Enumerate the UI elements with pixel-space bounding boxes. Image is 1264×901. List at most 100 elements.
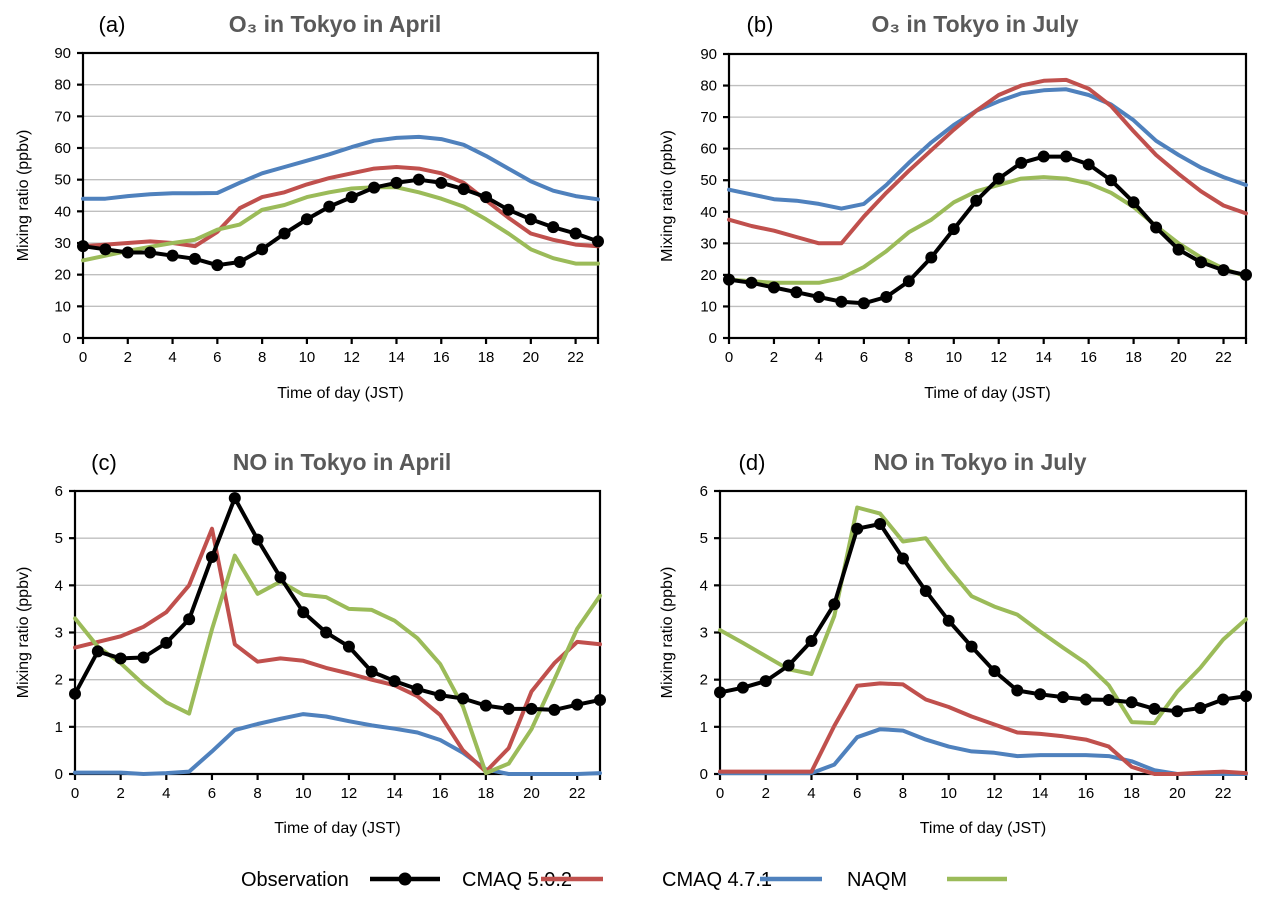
series-line-cmaq-4-7-1 <box>718 727 1248 776</box>
data-point-observation <box>166 249 179 262</box>
y-tick-label: 0 <box>700 766 708 783</box>
data-point-observation <box>278 227 291 240</box>
x-tick-label: 4 <box>162 785 170 802</box>
data-point-observation <box>1195 256 1208 269</box>
x-tick-label: 16 <box>433 349 450 366</box>
y-tick-label: 30 <box>700 235 717 252</box>
y-tick-label: 10 <box>54 298 71 315</box>
data-point-observation <box>1171 705 1184 718</box>
data-point-observation <box>970 194 983 207</box>
data-point-observation <box>211 259 224 272</box>
x-tick-label: 12 <box>341 785 358 802</box>
data-point-observation <box>233 256 246 268</box>
data-point-observation <box>388 675 401 688</box>
data-point-observation <box>790 286 803 299</box>
series-cmaq-4-7-1 <box>718 727 1248 776</box>
data-point-observation <box>1105 174 1118 187</box>
y-tick-label: 6 <box>700 483 708 500</box>
data-point-observation <box>1127 196 1140 209</box>
data-point-observation <box>1102 693 1115 706</box>
x-tick-label: 16 <box>432 785 449 802</box>
data-point-observation <box>502 203 515 216</box>
x-tick-label: 0 <box>71 785 79 802</box>
y-tick-label: 2 <box>700 672 708 689</box>
chart-panel-a: (a) O₃ in Tokyo in April01020304050607080… <box>15 11 604 402</box>
data-point-observation <box>183 613 196 626</box>
data-point-observation <box>1217 264 1230 277</box>
x-tick-label: 4 <box>815 349 823 366</box>
legend-label: NAQM <box>847 869 907 891</box>
y-tick-label: 1 <box>700 719 708 736</box>
x-tick-label: 22 <box>567 349 584 366</box>
data-point-observation <box>205 551 218 564</box>
data-point-observation <box>828 598 841 611</box>
data-point-observation <box>1148 702 1161 715</box>
x-tick-label: 0 <box>725 349 733 366</box>
data-point-observation <box>592 235 604 248</box>
data-point-observation <box>345 191 358 204</box>
x-axis-label: Time of day (JST) <box>277 385 404 402</box>
series-line-cmaq-5-0-2 <box>727 77 1248 246</box>
series-line-naqm <box>718 505 1248 726</box>
x-tick-label: 22 <box>1215 349 1232 366</box>
x-tick-label: 14 <box>386 785 403 802</box>
series-observation <box>714 518 1252 718</box>
data-point-observation <box>1240 690 1252 703</box>
data-point-observation <box>144 246 157 259</box>
x-tick-label: 12 <box>986 785 1003 802</box>
series-line-naqm <box>73 553 602 776</box>
data-point-observation <box>1150 221 1163 234</box>
data-point-observation <box>548 703 561 716</box>
data-point-observation <box>714 686 726 699</box>
series-line-cmaq-5-0-2 <box>81 165 600 249</box>
data-point-observation <box>368 181 381 194</box>
x-tick-label: 18 <box>1123 785 1140 802</box>
y-axis-label: Mixing ratio (ppbv) <box>659 130 676 262</box>
data-point-observation <box>1125 696 1138 709</box>
chart-title: NO in Tokyo in July <box>874 449 1087 475</box>
series-line-cmaq-4-7-1 <box>81 134 600 202</box>
x-tick-label: 20 <box>1170 349 1187 366</box>
panel-label: (c) <box>91 450 117 475</box>
x-tick-label: 22 <box>1215 785 1232 802</box>
data-point-observation <box>480 191 493 204</box>
x-tick-label: 16 <box>1080 349 1097 366</box>
x-tick-label: 20 <box>523 785 540 802</box>
data-point-observation <box>919 584 932 597</box>
data-point-observation <box>297 606 310 619</box>
y-tick-label: 50 <box>700 172 717 189</box>
data-point-observation <box>1194 701 1207 714</box>
data-point-observation <box>77 240 89 253</box>
data-point-observation <box>805 634 818 647</box>
x-tick-label: 4 <box>168 349 176 366</box>
data-point-observation <box>1079 693 1092 706</box>
data-point-observation <box>942 614 955 627</box>
series-line-cmaq-4-7-1 <box>727 87 1248 211</box>
y-tick-label: 80 <box>54 77 71 94</box>
data-point-observation <box>434 689 447 702</box>
series-cmaq-5-0-2 <box>81 165 600 249</box>
y-tick-label: 5 <box>55 530 63 547</box>
y-tick-label: 60 <box>700 141 717 158</box>
y-tick-label: 70 <box>700 109 717 126</box>
y-tick-label: 2 <box>55 672 63 689</box>
data-point-observation <box>880 290 893 303</box>
series-observation <box>723 150 1252 310</box>
y-tick-label: 20 <box>54 267 71 284</box>
x-tick-label: 6 <box>860 349 868 366</box>
y-tick-label: 90 <box>54 45 71 62</box>
y-tick-label: 40 <box>700 204 717 221</box>
y-tick-label: 50 <box>54 172 71 189</box>
series-line-cmaq-5-0-2 <box>718 681 1248 776</box>
data-point-observation <box>723 273 735 286</box>
data-point-observation <box>412 173 425 186</box>
data-point-observation <box>767 281 780 294</box>
x-tick-label: 8 <box>905 349 913 366</box>
data-point-observation <box>365 665 378 678</box>
x-axis-label: Time of day (JST) <box>274 820 401 837</box>
data-point-observation <box>812 290 825 303</box>
data-point-observation <box>114 652 127 665</box>
data-point-observation <box>121 246 134 259</box>
chart-title: O₃ in Tokyo in April <box>229 11 442 37</box>
y-tick-label: 1 <box>55 719 63 736</box>
